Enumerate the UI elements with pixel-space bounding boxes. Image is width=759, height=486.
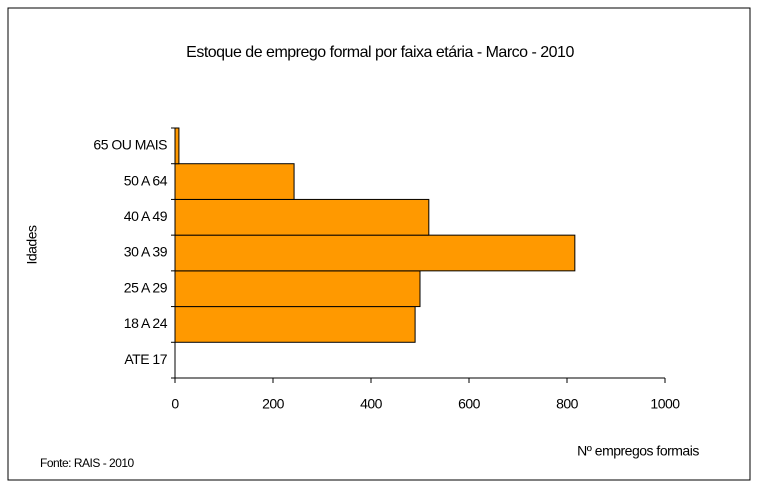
- bar: [174, 306, 416, 343]
- bar: [174, 270, 421, 308]
- bar: [174, 198, 430, 236]
- x-tick-label: 600: [458, 396, 481, 412]
- y-tick-label: ATE 17: [124, 351, 167, 367]
- y-tick-label: 65 OU MAIS: [93, 137, 167, 153]
- chart-title: Estoque de emprego formal por faixa etár…: [186, 44, 574, 61]
- x-tick-label: 400: [360, 396, 383, 412]
- bar: [174, 127, 180, 165]
- x-tick-label: 800: [556, 396, 579, 412]
- x-tick-label: 0: [171, 396, 179, 412]
- y-tick-label: 50 A 64: [124, 172, 168, 188]
- y-axis-label: Idades: [24, 225, 40, 265]
- x-axis-label: Nº empregos formais: [577, 443, 699, 459]
- y-tick-label: 25 A 29: [124, 279, 168, 295]
- y-tick-label: 18 A 24: [124, 315, 168, 331]
- bar: [174, 234, 576, 272]
- y-tick-label: 30 A 39: [124, 244, 168, 260]
- source-note: Fonte: RAIS - 2010: [40, 456, 135, 470]
- bar: [174, 163, 295, 200]
- y-tick-label: 40 A 49: [124, 208, 168, 224]
- x-tick-label: 1000: [650, 396, 680, 412]
- x-tick-label: 200: [262, 396, 285, 412]
